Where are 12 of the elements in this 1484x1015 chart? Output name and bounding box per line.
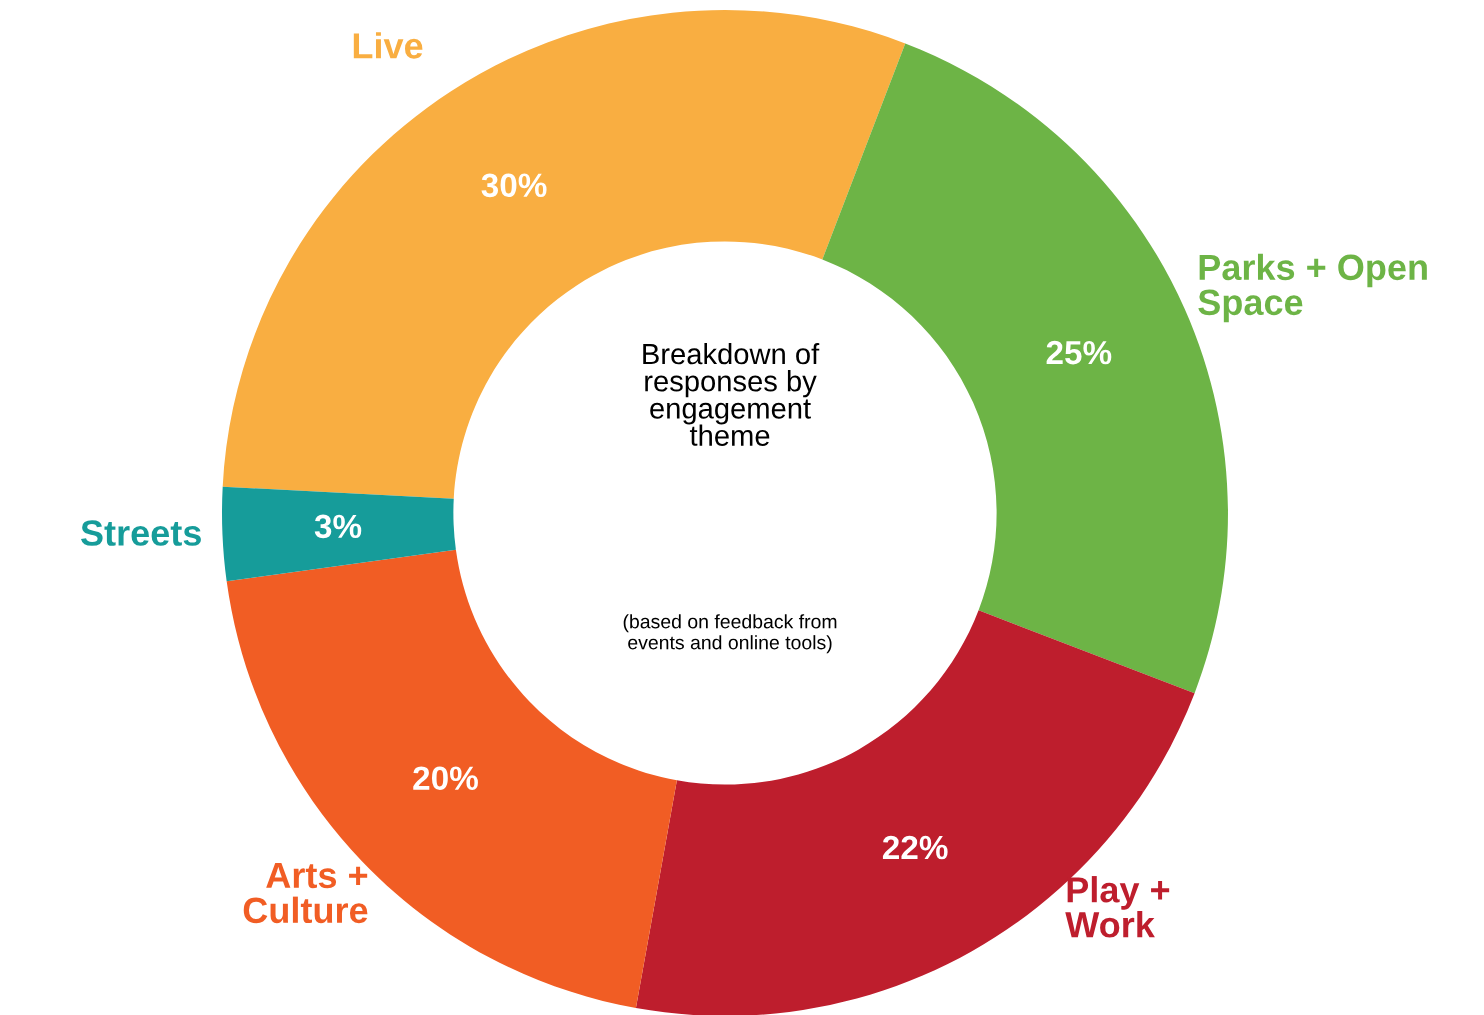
data-label: 20% <box>413 766 478 791</box>
data-label: 25% <box>1046 340 1112 365</box>
text: (based on feedback from events and online tools) <box>623 614 837 654</box>
data-label: 3% <box>314 514 362 539</box>
data-label: 30% <box>481 173 547 198</box>
slice-label: Play + Work <box>1065 876 1170 938</box>
slice-label: Arts + Culture <box>243 862 368 924</box>
slice-label: Live <box>353 32 423 59</box>
slice-label: Parks + Open Space <box>1198 253 1427 323</box>
text: Breakdown of responses by engagement theme <box>643 342 820 446</box>
data-label: 22% <box>882 835 948 860</box>
slice-label: Streets <box>81 520 201 546</box>
